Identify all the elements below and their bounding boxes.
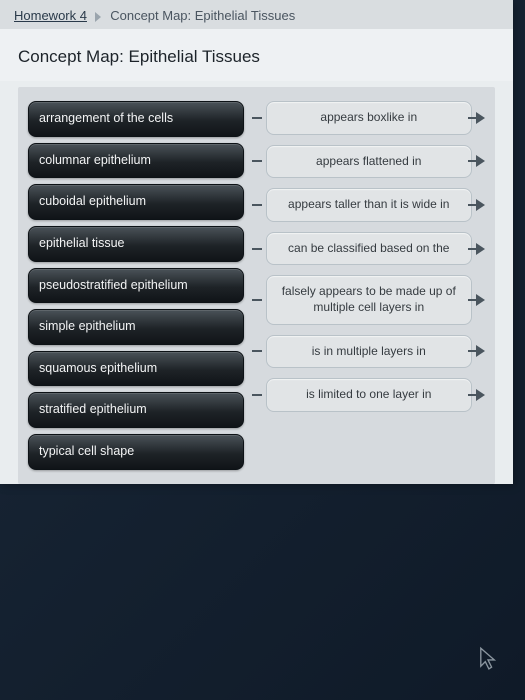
relation-row: can be classified based on the [252, 232, 485, 266]
relation-row: is in multiple layers in [252, 335, 485, 369]
term-item[interactable]: stratified epithelium [28, 392, 244, 428]
term-item[interactable]: simple epithelium [28, 309, 244, 345]
term-item[interactable]: epithelial tissue [28, 226, 244, 262]
connector-dash-icon [252, 204, 262, 206]
relation-slot[interactable]: appears boxlike in [266, 101, 472, 135]
arrow-right-icon [476, 294, 485, 306]
relation-row: is limited to one layer in [252, 378, 485, 412]
chevron-right-icon [95, 12, 101, 22]
term-item[interactable]: arrangement of the cells [28, 101, 244, 137]
relation-slot[interactable]: appears flattened in [266, 145, 472, 179]
relation-row: appears flattened in [252, 145, 485, 179]
arrow-right-icon [476, 112, 485, 124]
page-title: Concept Map: Epithelial Tissues [0, 29, 513, 81]
breadcrumb-back-link[interactable]: Homework 4 [14, 8, 87, 23]
terms-column: arrangement of the cells columnar epithe… [28, 101, 244, 470]
term-item[interactable]: cuboidal epithelium [28, 184, 244, 220]
term-item[interactable]: typical cell shape [28, 434, 244, 470]
term-item[interactable]: squamous epithelium [28, 351, 244, 387]
connector-dash-icon [252, 299, 262, 301]
cursor-icon [479, 646, 497, 672]
relations-column: appears boxlike in appears flattened in … [252, 101, 485, 470]
concept-map-area: arrangement of the cells columnar epithe… [18, 87, 495, 484]
connector-dash-icon [252, 350, 262, 352]
relation-slot[interactable]: is limited to one layer in [266, 378, 472, 412]
arrow-right-icon [476, 389, 485, 401]
arrow-right-icon [476, 243, 485, 255]
relation-slot[interactable]: can be classified based on the [266, 232, 472, 266]
term-item[interactable]: pseudostratified epithelium [28, 268, 244, 304]
arrow-right-icon [476, 199, 485, 211]
connector-dash-icon [252, 117, 262, 119]
relation-slot[interactable]: falsely appears to be made up of multipl… [266, 275, 472, 324]
relation-slot[interactable]: is in multiple layers in [266, 335, 472, 369]
relation-slot[interactable]: appears taller than it is wide in [266, 188, 472, 222]
breadcrumb: Homework 4 Concept Map: Epithelial Tissu… [0, 0, 513, 29]
relation-row: appears taller than it is wide in [252, 188, 485, 222]
breadcrumb-current: Concept Map: Epithelial Tissues [110, 8, 295, 23]
arrow-right-icon [476, 155, 485, 167]
connector-dash-icon [252, 160, 262, 162]
content-page: Homework 4 Concept Map: Epithelial Tissu… [0, 0, 513, 484]
relation-row: falsely appears to be made up of multipl… [252, 275, 485, 324]
relation-row: appears boxlike in [252, 101, 485, 135]
connector-dash-icon [252, 394, 262, 396]
connector-dash-icon [252, 248, 262, 250]
arrow-right-icon [476, 345, 485, 357]
term-item[interactable]: columnar epithelium [28, 143, 244, 179]
